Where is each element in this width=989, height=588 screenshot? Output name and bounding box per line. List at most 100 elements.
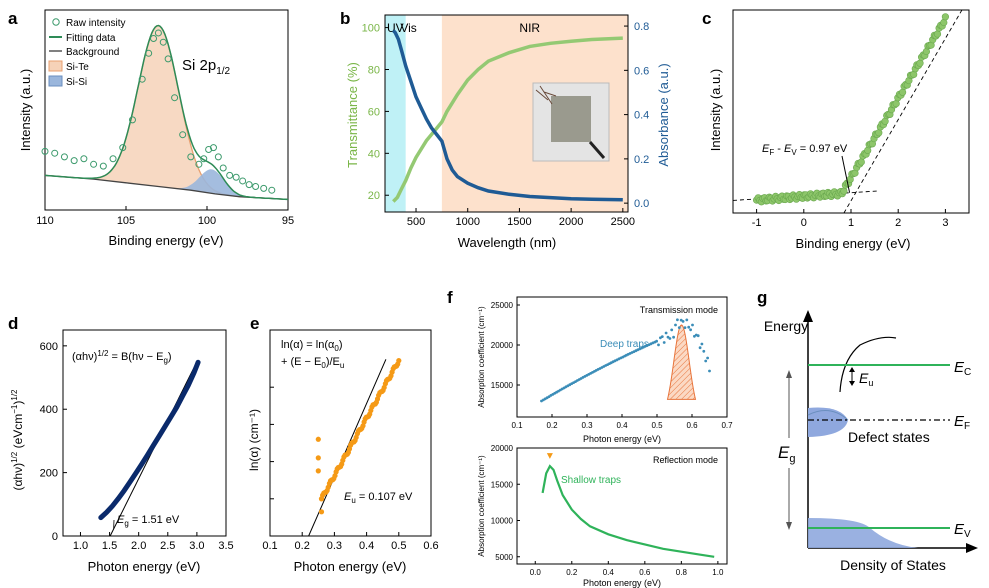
f-top-content <box>540 318 711 403</box>
f-bottom-xtick-label: 1.0 <box>712 568 724 577</box>
d-xtick-label: 3.5 <box>218 540 233 552</box>
panel-f: f 0.1 0.2 0.3 0.4 0.5 0.6 0.7 15000 20000 25000 T… <box>447 288 733 588</box>
region-label-uv: UV <box>387 21 404 35</box>
f-top-data-point <box>676 318 679 322</box>
annotation-shallow-traps: Shallow traps <box>561 475 621 486</box>
f-bottom-ytick-label: 5000 <box>495 553 513 562</box>
equation-e-line1: ln(α) = ln(α0) <box>281 339 343 353</box>
x-axis-label-d: Photon energy (eV) <box>88 559 201 574</box>
plot-frame-f-bottom <box>516 447 728 565</box>
f-top-data-point <box>672 335 675 339</box>
plot-frame-d <box>62 329 227 537</box>
c-data-point <box>916 59 924 67</box>
panel-label-c: c <box>702 9 711 28</box>
f-bottom-xtick-label: 0.8 <box>676 568 688 577</box>
f-top-data-point <box>685 318 689 322</box>
f-top-data-point <box>674 323 677 327</box>
legend-text-fit: Fitting data <box>66 33 116 44</box>
region-label-nir: NIR <box>519 21 540 35</box>
y-axis-label-c: Intensity (a.u.) <box>708 69 723 151</box>
c-xtick-label: 1 <box>848 217 854 229</box>
shallow-trap-marker <box>546 453 553 459</box>
fitting-line <box>44 24 288 201</box>
b-xtick-label: 1500 <box>507 216 531 228</box>
raw-point <box>119 144 127 152</box>
annotation-e: Eu = 0.107 eV <box>344 491 413 505</box>
e-outlier-point <box>315 436 321 442</box>
a-content <box>41 24 289 201</box>
x-axis-label-a: Binding energy (eV) <box>109 233 224 248</box>
panel-label-b: b <box>340 9 350 28</box>
annotation-d: Eg = 1.51 eV <box>117 514 180 528</box>
d-xtick-label: 3.0 <box>189 540 204 552</box>
y-axis-label-right-b: Absorbance (a.u.) <box>656 63 671 166</box>
raw-point <box>226 171 234 179</box>
raw-point <box>154 29 162 37</box>
valence-band-dos <box>808 518 918 548</box>
b-left-ytick-label: 80 <box>368 64 380 76</box>
e-outlier-point <box>318 496 325 502</box>
title-a: Si 2p1/2 <box>182 57 231 77</box>
c-content <box>732 9 963 214</box>
inset-branches <box>535 85 557 105</box>
x-axis-label-c: Binding energy (eV) <box>796 236 911 251</box>
panel-c: c -1 0 1 2 3 Binding energy (eV) Intensity (… <box>702 9 970 251</box>
f-bottom-content <box>541 453 715 558</box>
raw-point <box>138 75 146 83</box>
raw-point <box>164 55 172 63</box>
f-top-data-point <box>681 320 685 323</box>
sample-photo-inset <box>532 82 610 162</box>
raw-point <box>109 155 117 163</box>
raw-point <box>51 149 59 157</box>
c-data-point <box>933 30 942 38</box>
legend-text-raw: Raw intensity <box>66 18 125 29</box>
d-data-curve <box>98 359 201 521</box>
e-content <box>308 358 402 537</box>
a-xtick-label: 95 <box>282 215 294 227</box>
defect-states-dos <box>808 407 848 437</box>
raw-point <box>150 35 158 42</box>
f-top-data-point <box>655 339 658 343</box>
raw-point <box>80 155 88 163</box>
f-top-data-point <box>683 326 687 329</box>
f-top-data-point <box>708 369 711 373</box>
legend-text-site: Si-Te <box>66 62 89 73</box>
equation-e-line2: + (E − E0)/Eu <box>281 356 344 370</box>
c-xtick-label: 0 <box>801 217 807 229</box>
b-left-ytick-label: 40 <box>368 148 380 160</box>
f-bottom-ytick-label: 10000 <box>491 517 514 526</box>
raw-point <box>260 184 268 192</box>
d-xtick-label: 2.5 <box>160 540 175 552</box>
f-top-data-point <box>660 335 664 338</box>
legend-a: Raw intensity Fitting data Background Si… <box>48 18 125 88</box>
raw-point <box>239 177 247 185</box>
f-top-xtick-label: 0.6 <box>686 421 698 430</box>
c-xtick-label: 2 <box>895 217 901 229</box>
legend-marker-raw <box>52 18 60 26</box>
f-top-data-point <box>670 328 674 332</box>
si-si-peak-fill <box>45 169 288 200</box>
e-outlier-point <box>315 455 321 461</box>
raw-point <box>187 153 195 161</box>
d-ytick-label: 200 <box>40 468 58 480</box>
f-top-ytick-label: 25000 <box>491 301 514 310</box>
c-data-point <box>898 88 907 96</box>
f-bottom-xtick-label: 0.0 <box>530 568 542 577</box>
y-axis-label-left-b: Transmittance (%) <box>345 62 360 168</box>
d-content <box>98 359 201 537</box>
raw-point <box>128 116 136 124</box>
uv-region <box>385 15 406 212</box>
plot-frame-e <box>269 329 432 537</box>
f-top-xtick-label: 0.3 <box>581 421 593 430</box>
raw-point <box>195 160 203 168</box>
inset-tweezers <box>588 141 606 159</box>
x-axis-label-g: Density of States <box>840 557 946 573</box>
mode-label-transmission: Transmission mode <box>640 305 718 315</box>
d-ytick-label: 400 <box>40 404 58 416</box>
panel-a: a 110 105 100 95 Binding energy (eV) Intens… <box>8 9 294 248</box>
y-axis-label-d: (αhν)1/2 (eVcm−1)1/2 <box>10 389 25 491</box>
raw-point <box>171 94 179 102</box>
x-axis-label-e: Photon energy (eV) <box>294 559 407 574</box>
absorbance-line <box>392 29 623 202</box>
